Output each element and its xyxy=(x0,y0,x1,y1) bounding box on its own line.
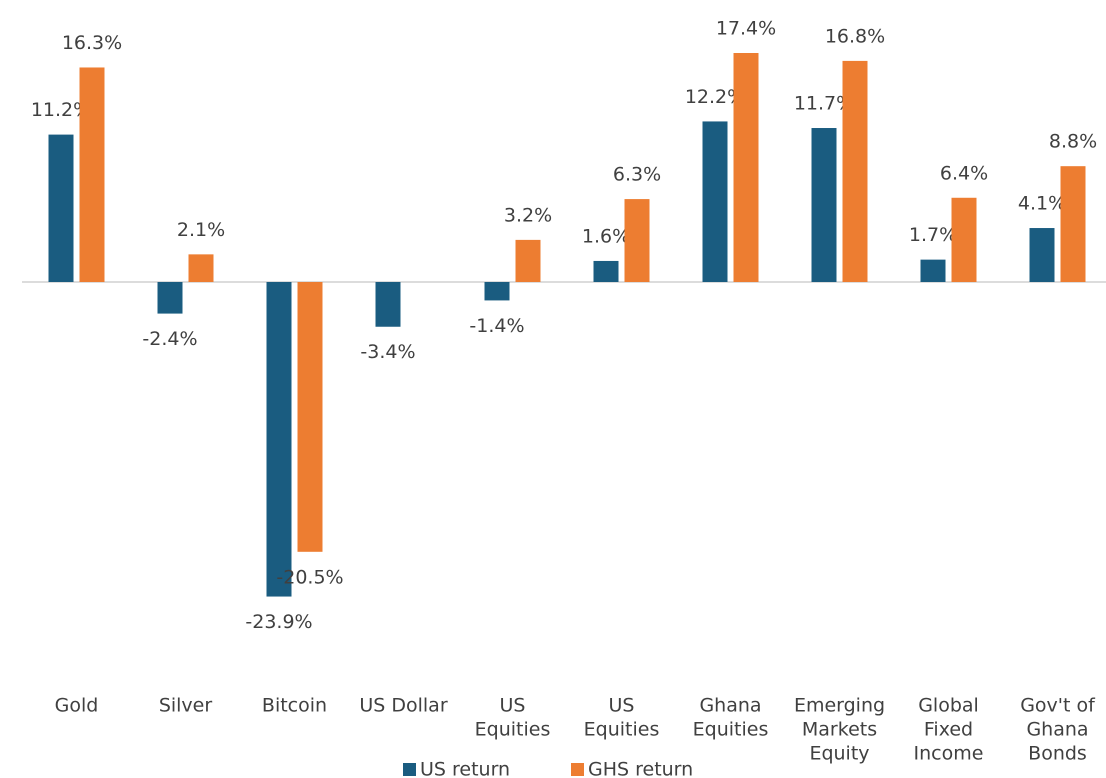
data-label: 11.7% xyxy=(794,93,854,115)
data-label: 2.1% xyxy=(177,219,225,241)
data-label: 4.1% xyxy=(1018,193,1066,215)
x-tick-label: US Dollar xyxy=(359,695,447,717)
bar xyxy=(266,282,292,597)
x-tick-label: US xyxy=(609,695,635,717)
data-label: -1.4% xyxy=(469,315,524,337)
bar xyxy=(1029,228,1055,282)
data-label: -23.9% xyxy=(245,611,312,633)
x-tick-label: Equities xyxy=(584,719,660,741)
bar xyxy=(920,259,946,282)
x-tick-label: Gold xyxy=(55,695,99,717)
bar xyxy=(157,282,183,314)
x-tick-label: Bonds xyxy=(1028,743,1087,765)
legend-label: GHS return xyxy=(588,759,693,778)
x-tick-label: Ghana xyxy=(1026,719,1088,741)
bar xyxy=(593,260,619,282)
data-label: -20.5% xyxy=(276,566,343,588)
data-label: 1.7% xyxy=(909,224,957,246)
data-label: 1.6% xyxy=(582,225,630,247)
x-tick-label: Markets xyxy=(802,719,877,741)
bar xyxy=(375,282,401,327)
bar xyxy=(842,60,868,283)
data-label: 17.4% xyxy=(716,18,776,40)
bar xyxy=(733,53,759,282)
x-tick-label: US xyxy=(500,695,526,717)
legend-swatch xyxy=(571,763,584,776)
x-tick-label: Gov't of xyxy=(1020,695,1096,717)
bar xyxy=(951,197,977,282)
x-tick-label: Bitcoin xyxy=(262,695,327,717)
bar xyxy=(811,128,837,282)
bar xyxy=(188,254,214,282)
data-label: 16.8% xyxy=(825,25,885,47)
data-label: 3.2% xyxy=(504,204,552,226)
data-label: -2.4% xyxy=(142,328,197,350)
x-tick-label: Equities xyxy=(475,719,551,741)
data-label: 12.2% xyxy=(685,86,745,108)
data-label: 11.2% xyxy=(31,99,91,121)
data-label: 16.3% xyxy=(62,32,122,54)
data-label: 6.4% xyxy=(940,162,988,184)
bar xyxy=(484,282,510,301)
x-tick-label: Emerging xyxy=(794,695,885,717)
x-tick-label: Ghana xyxy=(699,695,761,717)
bar xyxy=(48,134,74,282)
data-label: -3.4% xyxy=(360,341,415,363)
legend-swatch xyxy=(403,763,416,776)
x-tick-label: Global xyxy=(918,695,979,717)
data-label: 6.3% xyxy=(613,164,661,186)
bar xyxy=(624,199,650,282)
bar xyxy=(515,239,541,282)
x-tick-label: Income xyxy=(914,743,984,765)
legend-label: US return xyxy=(420,759,510,778)
bar xyxy=(297,282,323,552)
x-tick-label: Equities xyxy=(693,719,769,741)
data-label: 8.8% xyxy=(1049,131,1097,153)
bar xyxy=(79,67,105,282)
bar xyxy=(702,121,728,282)
bar xyxy=(1060,166,1086,282)
x-tick-label: Silver xyxy=(159,695,213,717)
x-tick-label: Equity xyxy=(809,743,869,765)
x-tick-label: Fixed xyxy=(924,719,973,741)
